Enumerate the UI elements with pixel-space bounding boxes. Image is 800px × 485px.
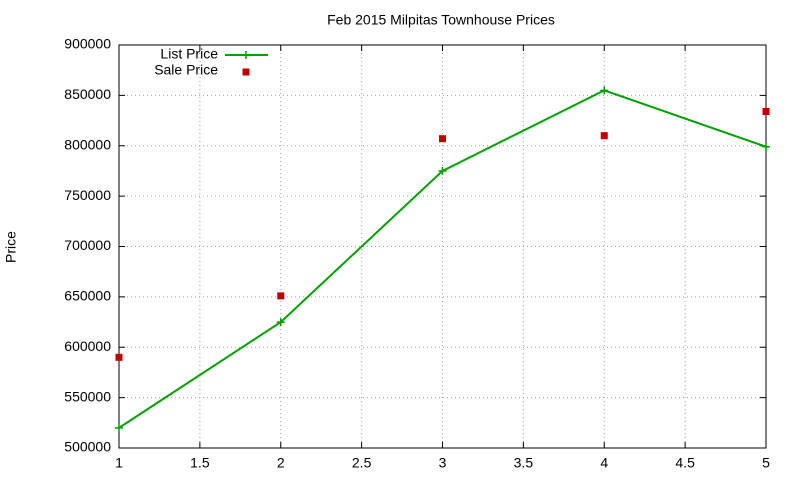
point-marker <box>115 353 123 361</box>
point-marker <box>762 142 770 151</box>
legend-swatch <box>242 51 250 59</box>
y-tick-label: 550000 <box>64 388 111 404</box>
x-tick-label: 3 <box>439 455 447 471</box>
x-tick-label: 4.5 <box>675 455 695 471</box>
legend-swatch <box>242 68 250 76</box>
x-tick-label: 2 <box>277 455 285 471</box>
point-marker <box>439 135 446 143</box>
x-tick-label: 1.5 <box>190 455 210 471</box>
chart-title: Feb 2015 Milpitas Townhouse Prices <box>327 12 555 28</box>
y-tick-label: 650000 <box>64 288 111 304</box>
point-marker <box>277 292 285 300</box>
point-marker <box>762 107 770 115</box>
y-tick-label: 750000 <box>64 187 111 203</box>
point-marker <box>600 132 608 140</box>
y-tick-label: 600000 <box>64 338 111 354</box>
y-tick-label: 500000 <box>64 439 111 455</box>
point-marker <box>438 166 447 175</box>
y-tick-label: 850000 <box>64 86 111 102</box>
x-tick-label: 4 <box>600 455 608 471</box>
x-tick-label: 1 <box>115 455 123 471</box>
point-marker <box>600 86 609 95</box>
y-tick-label: 800000 <box>64 136 111 152</box>
x-tick-label: 2.5 <box>352 455 372 471</box>
legend-label: Sale Price <box>154 62 218 78</box>
legend-label: List Price <box>160 46 218 62</box>
y-axis-label: Price <box>3 231 19 263</box>
y-tick-label: 700000 <box>64 237 111 253</box>
x-tick-label: 5 <box>762 455 770 471</box>
y-tick-label: 900000 <box>64 36 111 52</box>
point-marker <box>115 423 123 432</box>
point-marker <box>276 318 285 327</box>
x-tick-label: 3.5 <box>514 455 534 471</box>
